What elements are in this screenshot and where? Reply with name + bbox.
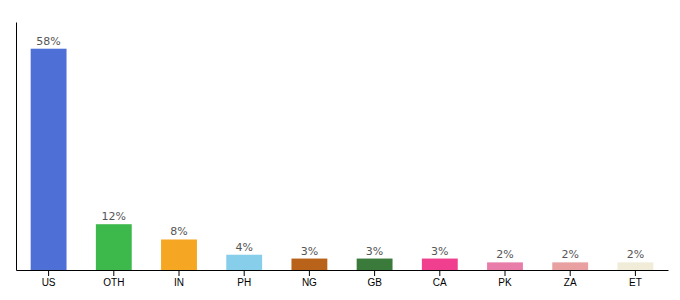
data-label: 58% — [36, 35, 60, 48]
bars — [31, 49, 654, 270]
bar — [617, 262, 653, 270]
x-tick-mark — [635, 270, 636, 276]
bar — [161, 239, 197, 270]
x-tick-mark — [309, 270, 310, 276]
x-tick-label: ET — [629, 277, 642, 288]
x-tick: GB — [367, 270, 382, 288]
x-tick-mark — [244, 270, 245, 276]
x-tick-mark — [439, 270, 440, 276]
x-tick-label: PH — [237, 277, 251, 288]
bar — [291, 259, 327, 270]
data-label: 12% — [102, 210, 126, 223]
x-tick: CA — [433, 270, 447, 288]
x-tick: OTH — [103, 270, 124, 288]
x-tick-mark — [48, 270, 49, 276]
x-tick: ET — [629, 270, 642, 288]
data-label: 4% — [235, 241, 252, 254]
plot: US OTH IN PH NG GB CA PK ZA ET 58% 12% 8% 4% 3% 3% 3% 2% 2… — [17, 23, 669, 289]
x-tick: ZA — [564, 270, 577, 288]
data-label: 2% — [561, 248, 578, 261]
data-label: 3% — [431, 245, 448, 258]
data-label: 2% — [627, 248, 644, 261]
chart: US OTH IN PH NG GB CA PK ZA ET 58% 12% 8% 4% 3% 3% 3% 2% 2… — [0, 0, 680, 300]
x-tick-mark — [374, 270, 375, 276]
x-tick-mark — [113, 270, 114, 276]
data-label: 3% — [366, 245, 383, 258]
x-tick-mark — [570, 270, 571, 276]
x-tick-label: OTH — [103, 277, 124, 288]
x-tick-label: PK — [498, 277, 512, 288]
x-tick-label: CA — [433, 277, 447, 288]
bar — [552, 262, 588, 270]
bar — [487, 262, 523, 270]
bar — [357, 259, 393, 270]
data-label: 8% — [170, 225, 187, 238]
x-tick-label: US — [42, 277, 56, 288]
x-tick-label: IN — [174, 277, 184, 288]
x-tick-mark — [179, 270, 180, 276]
x-tick: NG — [302, 270, 317, 288]
x-tick-label: NG — [302, 277, 317, 288]
x-axis: US OTH IN PH NG GB CA PK ZA ET — [17, 270, 669, 288]
x-tick-mark — [505, 270, 506, 276]
data-label: 3% — [301, 245, 318, 258]
data-labels: 58% 12% 8% 4% 3% 3% 3% 2% 2% 2% — [36, 35, 644, 262]
x-tick-label: GB — [367, 277, 382, 288]
y-axis — [16, 23, 17, 271]
x-tick: IN — [174, 270, 184, 288]
x-tick: PH — [237, 270, 251, 288]
x-tick-label: ZA — [564, 277, 577, 288]
x-tick: US — [42, 270, 56, 288]
y-axis-line — [16, 23, 17, 271]
bar — [226, 255, 262, 270]
bar — [31, 49, 67, 270]
x-tick: PK — [498, 270, 512, 288]
data-label: 2% — [496, 248, 513, 261]
bar — [422, 259, 458, 270]
bar — [96, 224, 132, 270]
